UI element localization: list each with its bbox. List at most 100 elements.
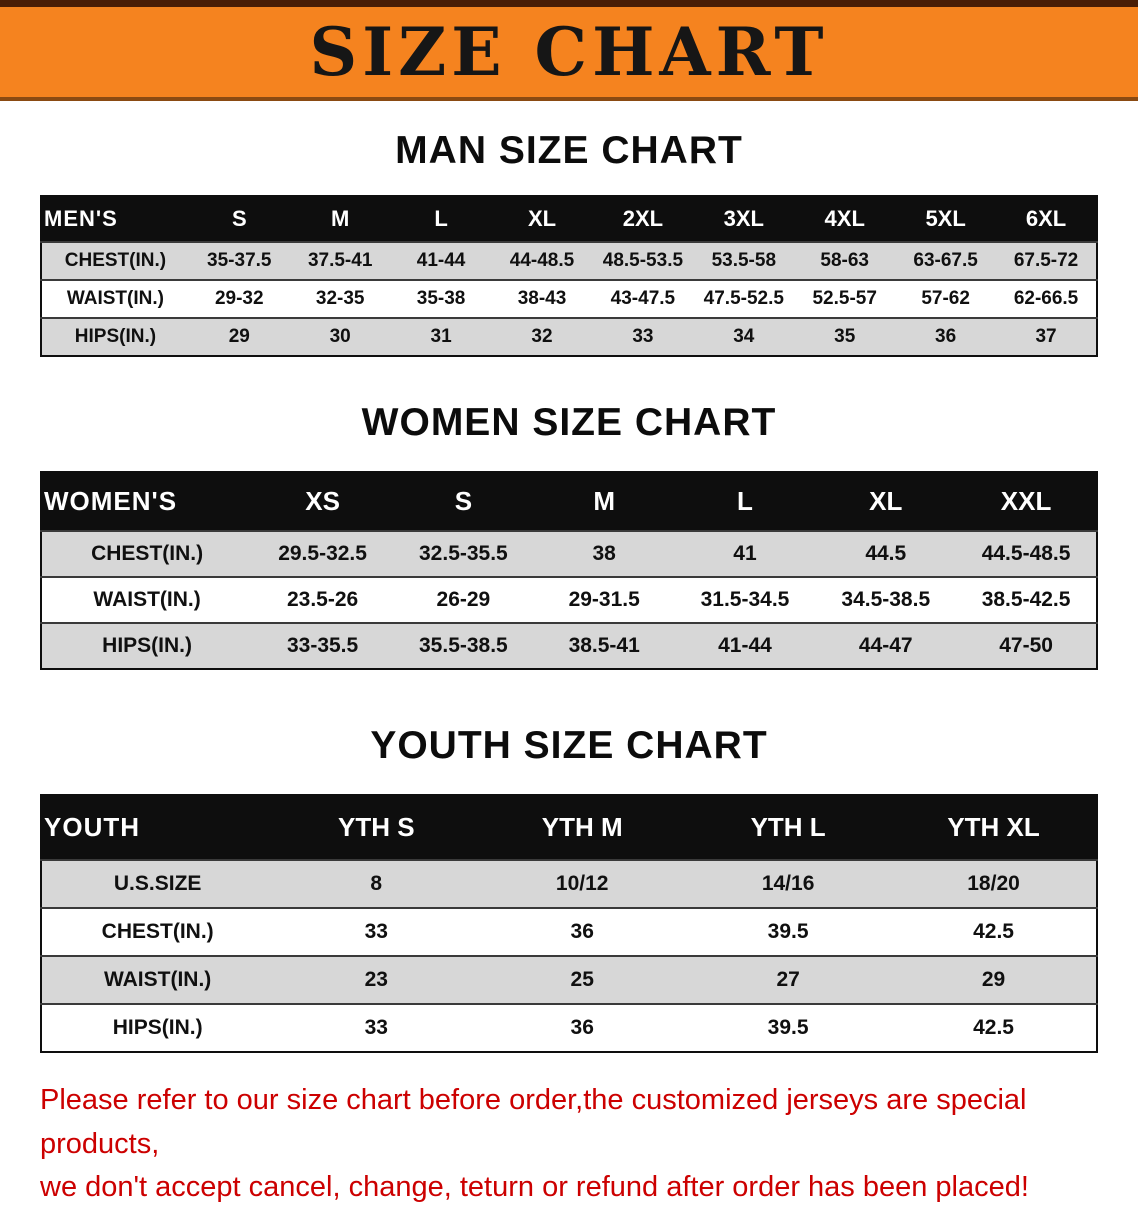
cell: 35-37.5 <box>207 250 272 271</box>
cell: 39.5 <box>767 920 809 943</box>
banner: SIZE CHART <box>0 0 1138 101</box>
cell: 37 <box>1035 326 1057 347</box>
cell: 31 <box>430 326 452 347</box>
cell: 35 <box>834 326 856 347</box>
row-label: HIPS(IN.) <box>102 634 193 657</box>
row-label: HIPS(IN.) <box>74 326 157 347</box>
column-header: 5XL <box>895 196 997 242</box>
column-header: 2XL <box>592 196 694 242</box>
row-label: WAIST(IN.) <box>93 588 201 611</box>
column-header: L <box>674 472 816 531</box>
cell: 47-50 <box>999 634 1053 657</box>
column-header: 3XL <box>693 196 795 242</box>
cell: 42.5 <box>973 1016 1014 1039</box>
cell: 52.5-57 <box>812 288 877 309</box>
cell: 47.5-52.5 <box>703 288 784 309</box>
cell: 44.5-48.5 <box>981 542 1071 565</box>
cell: 34.5-38.5 <box>841 588 931 611</box>
header-row: YOUTH YTH S YTH M YTH L YTH XL <box>41 795 1097 860</box>
cell: 35.5-38.5 <box>419 634 508 657</box>
table-title: YOUTH <box>41 795 274 860</box>
cell: 25 <box>570 968 594 991</box>
cell: 33-35.5 <box>286 634 359 657</box>
men-section-heading: MAN SIZE CHART <box>395 129 743 172</box>
cell: 32.5-35.5 <box>419 542 508 565</box>
cell: 29.5-32.5 <box>278 542 367 565</box>
size-table: YOUTH YTH S YTH M YTH L YTH XL U.S.SIZE 8 10/12… <box>40 794 1098 1053</box>
cell: 44.5 <box>865 542 907 565</box>
table-row: U.S.SIZE 8 10/12 14/16 18/20 <box>41 860 1097 908</box>
cell: 29-31.5 <box>568 588 640 611</box>
cell: 31.5-34.5 <box>700 588 790 611</box>
column-header: YTH M <box>479 795 686 860</box>
cell: 36 <box>570 920 594 943</box>
cell: 29-32 <box>214 288 264 309</box>
cell: 23.5-26 <box>286 588 359 611</box>
column-header: XL <box>815 472 957 531</box>
cell: 32-35 <box>315 288 365 309</box>
cell: 29 <box>981 968 1006 991</box>
row-label: CHEST(IN.) <box>101 920 214 943</box>
column-header: YTH L <box>685 795 892 860</box>
size-table: MEN'S S M L XL 2XL 3XL 4XL 5XL 6XL CHEST(IN.) 35-37… <box>40 195 1098 357</box>
table-row: HIPS(IN.) 33 36 39.5 42.5 <box>41 1004 1097 1052</box>
table-row: WAIST(IN.) 29-32 32-35 35-38 38-43 43-47.5 47.… <box>41 280 1097 318</box>
row-label: WAIST(IN.) <box>66 288 164 309</box>
cell: 37.5-41 <box>307 250 373 271</box>
column-header: S <box>392 472 534 531</box>
cell: 63-67.5 <box>913 250 978 271</box>
men-size-table: MEN'S S M L XL 2XL 3XL 4XL 5XL 6XL CHEST(IN.) 35-37… <box>40 195 1098 357</box>
women-size-table: WOMEN'S XS S M L XL XXL CHEST(IN.) 29.5-32.5 32.5… <box>40 471 1098 670</box>
cell: 44-47 <box>858 634 913 657</box>
cell: 39.5 <box>767 1016 809 1039</box>
footer-note-line-1: Please refer to our size chart before or… <box>40 1084 1027 1160</box>
cell: 33 <box>364 1016 388 1039</box>
row-label: U.S.SIZE <box>113 872 202 895</box>
cell: 38 <box>592 542 616 565</box>
cell: 33 <box>632 326 654 347</box>
table-row: HIPS(IN.) 29 30 31 32 33 34 35 36 37 <box>41 318 1097 356</box>
section-women: WOMEN SIZE CHART WOMEN'S XS S M L XL XXL CHEST(… <box>40 401 1098 670</box>
youth-size-table: YOUTH YTH S YTH M YTH L YTH XL U.S.SIZE 8 10/12… <box>40 794 1098 1053</box>
cell: 41-44 <box>416 250 466 271</box>
cell: 42.5 <box>973 920 1014 943</box>
cell: 41-44 <box>718 634 772 657</box>
column-header: M <box>289 196 391 242</box>
column-header: L <box>390 196 492 242</box>
banner-title: SIZE CHART <box>309 13 829 91</box>
youth-section-heading: YOUTH SIZE CHART <box>370 724 768 767</box>
table-row: CHEST(IN.) 33 36 39.5 42.5 <box>41 908 1097 956</box>
cell: 57-62 <box>921 288 970 309</box>
column-header: 6XL <box>996 196 1097 242</box>
column-header: M <box>533 472 675 531</box>
cell: 26-29 <box>436 588 491 611</box>
column-header: S <box>188 196 290 242</box>
row-label: HIPS(IN.) <box>112 1016 203 1039</box>
section-youth: YOUTH SIZE CHART YOUTH YTH S YTH M YTH L YTH… <box>40 724 1098 1053</box>
cell: 32 <box>531 326 553 347</box>
women-section-heading: WOMEN SIZE CHART <box>361 401 777 444</box>
cell: 36 <box>935 326 957 347</box>
header-row: WOMEN'S XS S M L XL XXL <box>41 472 1097 531</box>
cell: 36 <box>570 1016 594 1039</box>
cell: 29 <box>228 326 250 347</box>
table-row: HIPS(IN.) 33-35.5 35.5-38.5 38.5-41 41-44 44-… <box>41 623 1097 669</box>
cell: 10/12 <box>555 872 609 895</box>
cell: 33 <box>364 920 388 943</box>
cell: 48.5-53.5 <box>602 250 684 271</box>
row-label: CHEST(IN.) <box>64 250 167 271</box>
row-label: CHEST(IN.) <box>91 542 204 565</box>
row-label: WAIST(IN.) <box>103 968 212 991</box>
footer-note-line-2: we don't accept cancel, change, teturn o… <box>40 1171 1029 1203</box>
column-header: XL <box>491 196 593 242</box>
size-table: WOMEN'S XS S M L XL XXL CHEST(IN.) 29.5-32.5 32.5… <box>40 471 1098 670</box>
column-header: 4XL <box>794 196 896 242</box>
cell: 38.5-41 <box>568 634 640 657</box>
cell: 41 <box>733 542 757 565</box>
cell: 30 <box>329 326 351 347</box>
column-header: XXL <box>956 472 1097 531</box>
table-title: WOMEN'S <box>41 472 253 531</box>
table-row: WAIST(IN.) 23 25 27 29 <box>41 956 1097 1004</box>
cell: 38-43 <box>517 288 567 309</box>
